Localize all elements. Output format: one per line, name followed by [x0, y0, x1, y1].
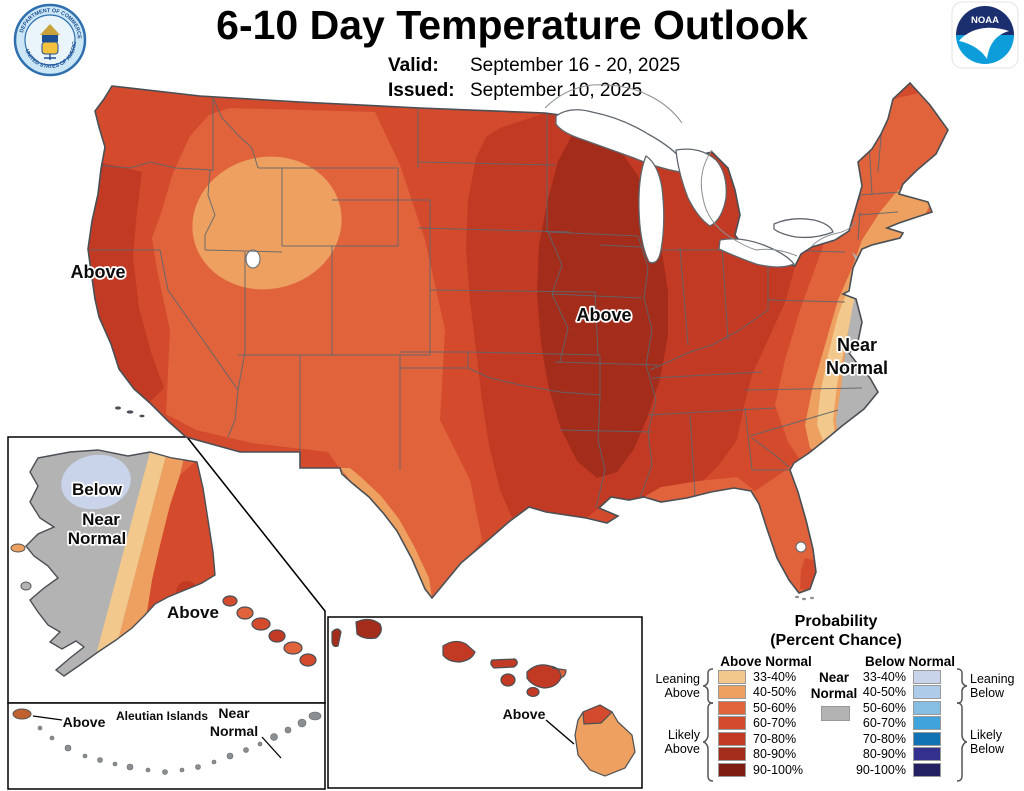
above-swatch-0 [718, 669, 746, 684]
great-salt-lake [245, 249, 261, 269]
above-swatch-6 [718, 762, 746, 777]
legend-row: 70-80% [848, 731, 941, 746]
legend-below-rows: 33-40% 40-50% 50-60% 60-70% 70-80% 80-90… [848, 669, 941, 777]
legend-above-header: Above Normal [720, 654, 812, 669]
alaska-outline [25, 449, 216, 677]
validity-block: Valid: September 16 - 20, 2025 Issued: S… [388, 53, 680, 103]
conus-above-center-label: Above [576, 305, 631, 325]
legend-title: Probability (Percent Chance) [770, 613, 902, 649]
legend-above-rows: 33-40% 40-50% 50-60% 60-70% 70-80% 80-90… [718, 669, 803, 777]
below-swatch-6 [913, 762, 941, 777]
legend-row: 33-40% [848, 669, 941, 684]
below-swatch-3 [913, 716, 941, 730]
below-swatch-5 [913, 747, 941, 761]
leaning-above-label: Leaning Above [655, 672, 701, 700]
aleutian-caption: Aleutian Islands [116, 709, 208, 723]
likely-above-label: Likely Above [664, 728, 700, 756]
legend-row: 40-50% [848, 685, 941, 699]
aleutian-above-label: Above [63, 714, 106, 730]
noaa-logo-text: NOAA [971, 15, 999, 26]
above-swatch-5 [718, 747, 746, 761]
above-swatch-1 [718, 685, 746, 699]
lake-okeechobee [795, 541, 807, 553]
canada-outline [544, 84, 857, 257]
conus-near-normal-label-2: Normal [826, 358, 888, 378]
florida-keys [795, 595, 814, 601]
conus-near-normal-label-1: Near [837, 335, 877, 355]
legend-row: 50-60% [718, 700, 803, 715]
leaning-above-brace [702, 668, 714, 704]
leaning-below-label: Leaning Below [970, 672, 1015, 700]
issued-label: Issued: [388, 80, 455, 101]
legend-row: 90-100% [718, 762, 803, 777]
seal-eagle-icon [40, 24, 60, 35]
map-edge-line [186, 436, 326, 612]
hawaii-map [331, 618, 636, 777]
page-title: 6-10 Day Temperature Outlook [216, 2, 808, 48]
legend-row: 40-50% [718, 685, 803, 699]
alaska-above-label: Above [167, 603, 219, 622]
leaning-below-brace [956, 668, 968, 704]
hawaii-above-label: Above [503, 706, 546, 722]
commerce-seal-logo[interactable]: DEPARTMENT OF COMMERCE UNITED STATES OF … [10, 0, 88, 78]
legend-below-header: Below Normal [864, 654, 956, 669]
above-swatch-2 [718, 700, 746, 715]
valid-label: Valid: [388, 55, 439, 76]
alaska-below-label: Below [72, 480, 123, 499]
below-swatch-2 [913, 700, 941, 715]
aleutian-near-label-1: Near [218, 705, 250, 721]
legend-row: 60-70% [848, 716, 941, 730]
probability-legend: Probability (Percent Chance) Above Norma… [648, 606, 1024, 790]
alaska-near-label-2: Normal [68, 529, 127, 548]
aleutian-near-label-2: Normal [210, 723, 258, 739]
likely-below-brace [956, 702, 968, 782]
near-normal-swatch [821, 706, 850, 721]
legend-row: 60-70% [718, 716, 803, 730]
below-swatch-4 [913, 731, 941, 746]
aleutian-inset-box [7, 702, 326, 790]
noaa-logo[interactable]: NOAA [951, 1, 1019, 69]
legend-row: 50-60% [848, 700, 941, 715]
great-lakes [555, 109, 834, 268]
below-swatch-0 [913, 669, 941, 684]
aleutian-islands [12, 708, 322, 775]
noaa-bird-icon [959, 27, 1009, 59]
legend-row: 90-100% [848, 762, 941, 777]
above-swatch-3 [718, 716, 746, 730]
below-swatch-1 [913, 685, 941, 699]
legend-near-normal: Near Normal [810, 670, 858, 701]
legend-row: 33-40% [718, 669, 803, 684]
issued-value: September 10, 2025 [470, 80, 643, 101]
above-swatch-4 [718, 731, 746, 746]
alaska-near-label-1: Near [82, 510, 120, 529]
alaska-panhandle-islands [222, 595, 317, 667]
valid-value: September 16 - 20, 2025 [470, 55, 681, 76]
likely-below-label: Likely Below [970, 728, 1005, 756]
legend-row: 80-90% [718, 747, 803, 761]
legend-row: 80-90% [848, 747, 941, 761]
channel-islands [115, 406, 145, 418]
conus-outline [87, 81, 949, 600]
likely-above-brace [702, 702, 714, 782]
legend-row: 70-80% [718, 731, 803, 746]
conus-above-west-label: Above [70, 262, 125, 282]
